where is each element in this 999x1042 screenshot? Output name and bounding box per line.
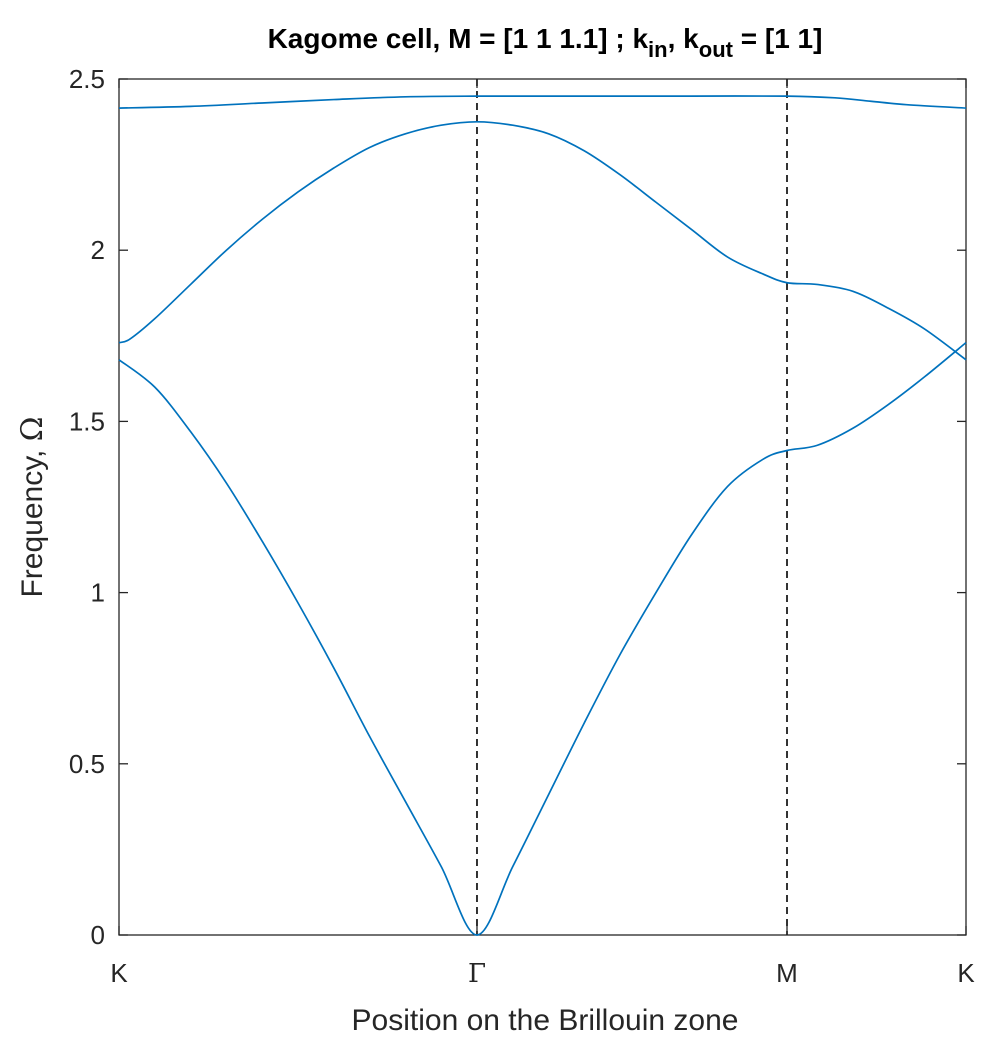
y-tick-label: 2.5 — [69, 64, 105, 94]
title-subscript-out: out — [699, 37, 734, 62]
x-tick-label: M — [776, 958, 798, 988]
x-tick-label: K — [110, 958, 128, 988]
band-line — [118, 95, 967, 109]
band-curves — [118, 95, 967, 936]
y-tick-label: 1 — [91, 578, 105, 608]
y-tick-label: 0 — [91, 920, 105, 950]
band-line — [118, 120, 967, 361]
x-axis-label: Position on the Brillouin zone — [352, 1004, 739, 1037]
x-tick-label: K — [957, 958, 975, 988]
y-axis-ticks: 0 0.5 1 1.5 2 2.5 — [69, 64, 966, 950]
axes-box — [118, 78, 967, 936]
title-subscript-in: in — [648, 37, 668, 62]
chart-title: Kagome cell, M = [1 1 1.1] ; kin, kout =… — [268, 23, 823, 62]
band-line — [118, 341, 967, 936]
symmetry-point-lines — [476, 79, 788, 935]
y-tick-label: 0.5 — [69, 749, 105, 779]
y-tick-label: 1.5 — [69, 406, 105, 436]
y-axis-label: Frequency, Ω — [15, 416, 50, 597]
y-tick-label: 2 — [91, 235, 105, 265]
x-tick-label: Γ — [468, 959, 486, 989]
